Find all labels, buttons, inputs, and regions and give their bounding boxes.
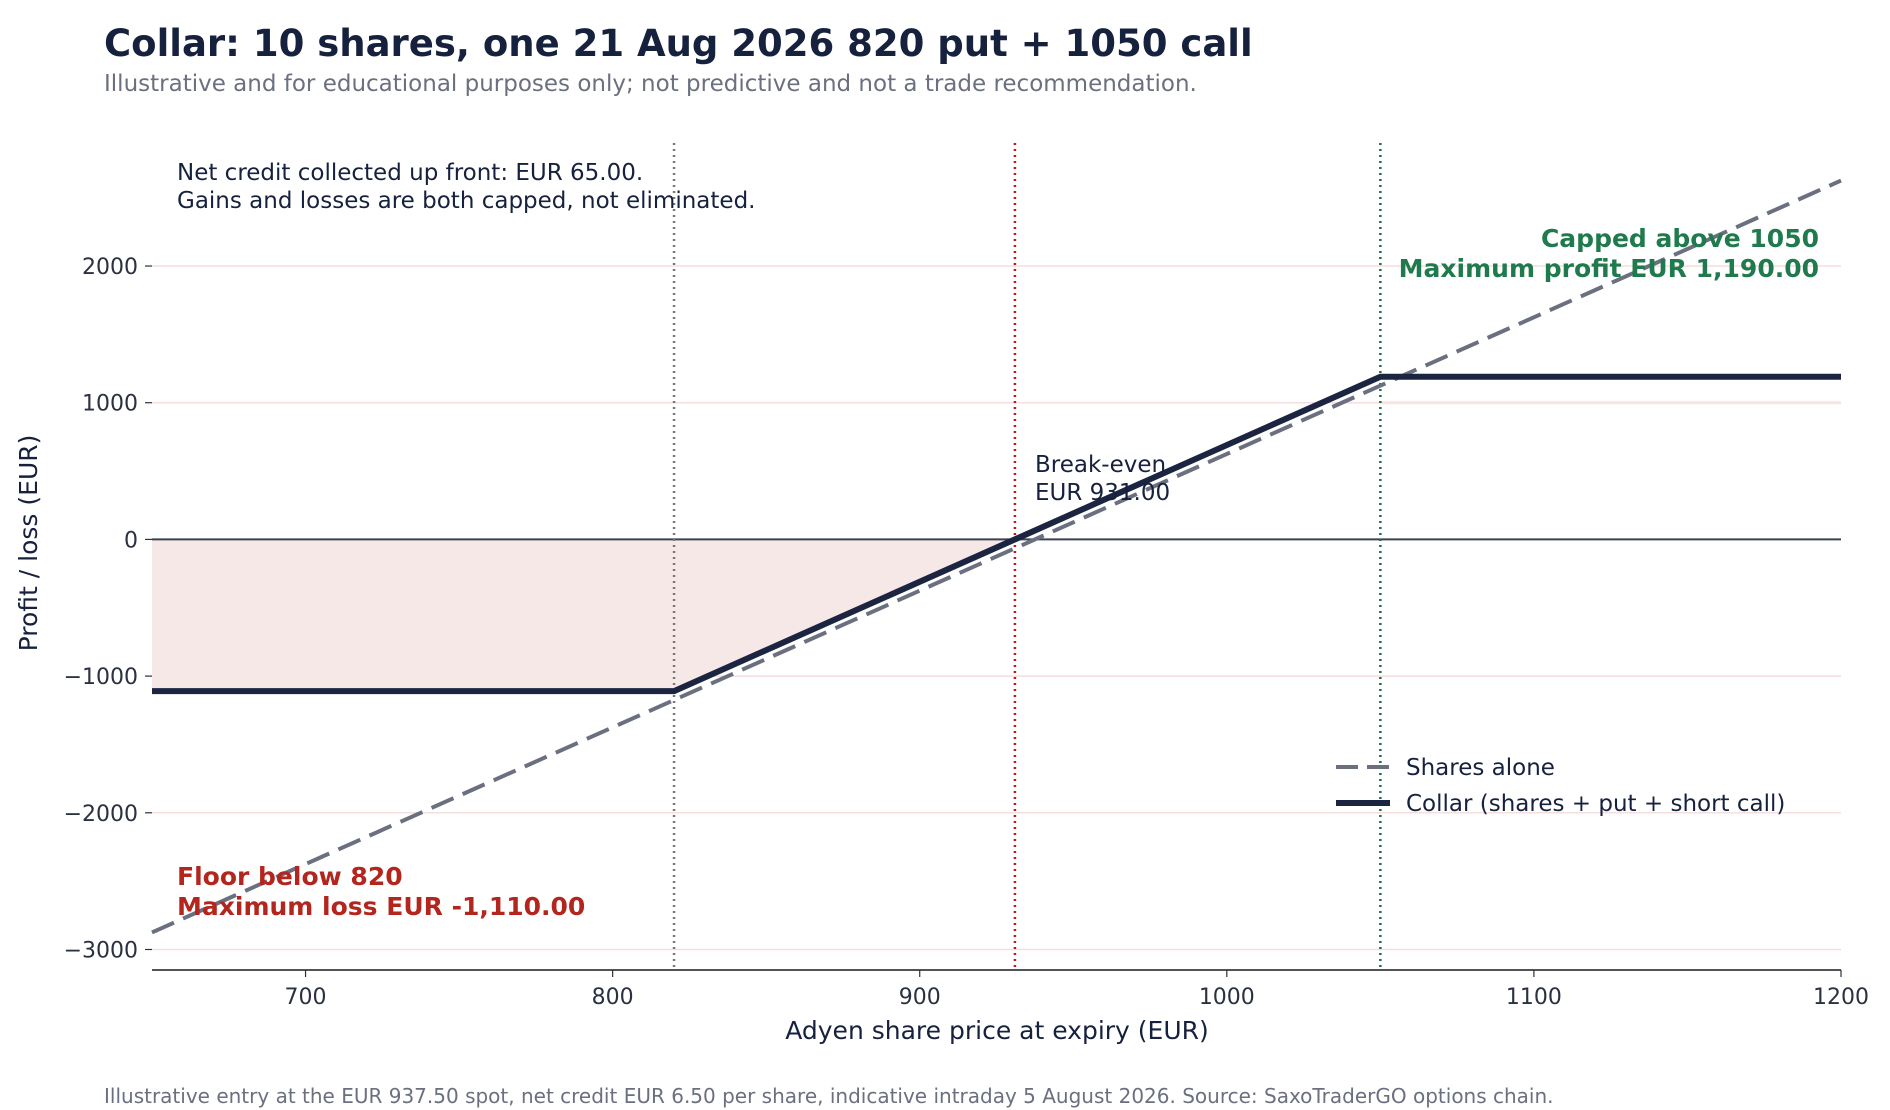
series-collar — [152, 373, 1841, 695]
legend-label-collar: Collar (shares + put + short call) — [1406, 791, 1785, 817]
x-tick-label: 1100 — [1506, 985, 1562, 1010]
floor-annotation-line1: Floor below 820 — [177, 862, 403, 891]
cap-annotation-line1: Capped above 1050 — [1541, 224, 1819, 253]
legend: Shares alone Collar (shares + put + shor… — [1336, 755, 1785, 817]
y-tick-label: −3000 — [64, 938, 138, 963]
breakeven-label-line1: Break-even — [1035, 452, 1166, 478]
x-axis-label: Adyen share price at expiry (EUR) — [785, 1016, 1209, 1045]
y-axis-ticks: −3000 −2000 −1000 0 1000 2000 — [64, 255, 152, 963]
footnote: Illustrative entry at the EUR 937.50 spo… — [104, 1084, 1554, 1108]
x-tick-label: 900 — [899, 985, 941, 1010]
floor-annotation-line2: Maximum loss EUR -1,110.00 — [177, 892, 585, 921]
y-tick-label: −1000 — [64, 665, 138, 690]
chart-title: Collar: 10 shares, one 21 Aug 2026 820 p… — [104, 22, 1253, 65]
info-annotation-line1: Net credit collected up front: EUR 65.00… — [177, 160, 643, 186]
loss-region — [152, 539, 675, 692]
info-annotation-line2: Gains and losses are both capped, not el… — [177, 188, 755, 214]
breakeven-label-line2: EUR 931.00 — [1035, 480, 1170, 506]
x-tick-label: 700 — [285, 985, 327, 1010]
x-tick-label: 800 — [592, 985, 634, 1010]
x-axis-ticks: 700 800 900 1000 1100 1200 — [285, 970, 1869, 1010]
y-tick-label: 0 — [124, 528, 138, 553]
legend-label-shares: Shares alone — [1406, 755, 1555, 781]
y-axis-label: Profit / loss (EUR) — [14, 435, 43, 652]
x-tick-label: 1200 — [1813, 985, 1869, 1010]
x-tick-label: 1000 — [1199, 985, 1255, 1010]
y-tick-label: −2000 — [64, 802, 138, 827]
y-tick-label: 1000 — [82, 392, 138, 417]
cap-annotation-line2: Maximum profit EUR 1,190.00 — [1399, 254, 1819, 283]
series-shares-alone — [151, 178, 1842, 935]
y-tick-label: 2000 — [82, 255, 138, 280]
plot-area: 700 800 900 1000 1100 1200 −3000 −2000 −1000 0 10… — [64, 143, 1869, 1010]
chart-subtitle: Illustrative and for educational purpose… — [104, 71, 1197, 97]
